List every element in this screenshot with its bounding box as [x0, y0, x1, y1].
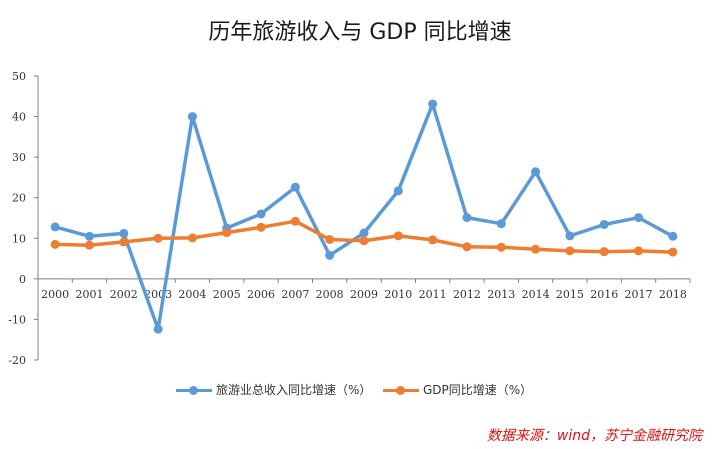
x-tick-label: 2007	[281, 288, 309, 301]
data-point-series-1	[634, 246, 644, 256]
data-point-series-1	[119, 237, 129, 247]
y-tick-label: 30	[12, 151, 26, 164]
data-point-series-1	[290, 216, 300, 226]
x-tick-label: 2011	[419, 288, 447, 301]
y-tick-label: -10	[8, 313, 26, 326]
data-point-series-0	[393, 186, 403, 196]
data-point-series-1	[153, 233, 163, 243]
x-tick-label: 2017	[625, 288, 653, 301]
data-point-series-1	[325, 235, 335, 245]
x-tick-label: 2004	[178, 288, 206, 301]
data-point-series-0	[84, 231, 94, 241]
x-tick-label: 2012	[453, 288, 481, 301]
y-tick-label: 40	[12, 111, 26, 124]
data-point-series-1	[462, 242, 472, 252]
data-point-series-0	[359, 228, 369, 238]
y-tick-label: 10	[12, 232, 26, 245]
data-point-series-0	[634, 213, 644, 223]
x-tick-label: 2009	[350, 288, 378, 301]
data-point-series-1	[359, 236, 369, 246]
x-tick-label: 2000	[41, 288, 69, 301]
legend-label-tourism: 旅游业总收入同比增速（%）	[216, 383, 372, 397]
legend-label-gdp: GDP同比增速（%）	[423, 383, 533, 397]
data-point-series-0	[187, 112, 197, 122]
data-point-series-1	[50, 239, 60, 249]
legend-item-gdp: GDP同比增速（%）	[383, 381, 532, 398]
data-point-series-0	[325, 250, 335, 260]
y-tick-label: 20	[12, 192, 26, 205]
x-tick-label: 2001	[75, 288, 103, 301]
data-point-series-1	[84, 240, 94, 250]
x-tick-label: 2015	[556, 288, 584, 301]
legend-item-tourism: 旅游业总收入同比增速（%）	[176, 381, 371, 398]
data-point-series-1	[496, 242, 506, 252]
data-point-series-1	[599, 247, 609, 257]
data-point-series-1	[256, 222, 266, 232]
data-point-series-1	[187, 233, 197, 243]
data-point-series-0	[496, 219, 506, 229]
data-point-series-0	[599, 219, 609, 229]
x-tick-label: 2013	[487, 288, 515, 301]
data-source-note: 数据来源：wind，苏宁金融研究院	[486, 428, 702, 444]
data-point-series-1	[222, 228, 232, 238]
data-point-series-1	[668, 247, 678, 257]
data-point-series-0	[565, 231, 575, 241]
x-tick-label: 2002	[110, 288, 138, 301]
data-point-series-0	[256, 209, 266, 219]
data-point-series-0	[462, 213, 472, 223]
data-point-series-1	[393, 231, 403, 241]
data-point-series-0	[153, 324, 163, 334]
data-point-series-0	[50, 222, 60, 232]
data-point-series-0	[290, 182, 300, 192]
x-tick-label: 2014	[522, 288, 550, 301]
x-tick-label: 2010	[384, 288, 412, 301]
data-point-series-1	[565, 246, 575, 256]
x-tick-label: 2006	[247, 288, 275, 301]
x-tick-label: 2018	[659, 288, 687, 301]
y-tick-label: -20	[8, 354, 26, 367]
y-tick-label: 50	[12, 70, 26, 83]
data-point-series-1	[428, 235, 438, 245]
y-tick-label: 0	[19, 273, 26, 286]
data-point-series-0	[531, 167, 541, 177]
x-tick-label: 2016	[590, 288, 618, 301]
legend-swatch-gdp	[383, 384, 419, 396]
data-point-series-0	[668, 231, 678, 241]
data-point-series-1	[531, 244, 541, 254]
chart-title: 历年旅游收入与 GDP 同比增速	[208, 20, 512, 45]
data-point-series-0	[428, 99, 438, 109]
x-tick-label: 2008	[316, 288, 344, 301]
data-point-series-0	[119, 228, 129, 238]
x-tick-label: 2005	[213, 288, 241, 301]
legend-swatch-tourism	[176, 384, 212, 396]
